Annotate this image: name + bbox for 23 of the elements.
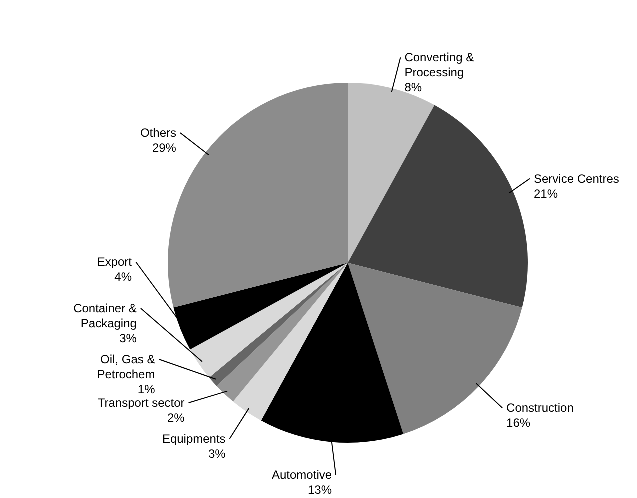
slice-label: Service Centres [534,172,620,186]
slice-label: Container & Packaging [74,302,137,330]
data-label: 3% [120,332,138,346]
slice-label: Oil, Gas & Petrochem [97,352,156,382]
slice-label: Converting & Processing [404,50,474,80]
data-label: 2% [167,411,186,425]
data-label: 8% [404,80,422,95]
slice-label: Construction [506,401,574,416]
data-label: 21% [534,186,558,201]
data-label: 16% [506,416,531,430]
slice-label: Export [97,255,133,269]
data-label: 1% [138,382,156,396]
pie-slice [348,105,528,308]
data-label: 3% [208,447,226,461]
pie-slice [348,83,435,263]
pie-slice [209,263,348,386]
slice-label: Others [140,126,176,140]
slice-label: Equipments [162,432,226,446]
data-label: 13% [308,483,332,497]
data-label: 29% [152,141,177,156]
slice-label: Transport sector [98,396,185,410]
slice-label: Automotive [272,468,332,482]
data-label: 4% [114,270,132,284]
